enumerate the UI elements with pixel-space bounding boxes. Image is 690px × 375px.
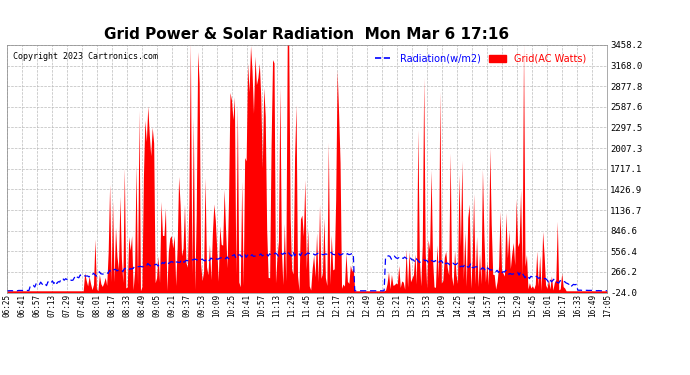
Title: Grid Power & Solar Radiation  Mon Mar 6 17:16: Grid Power & Solar Radiation Mon Mar 6 1… [104,27,510,42]
Legend: Radiation(w/m2), Grid(AC Watts): Radiation(w/m2), Grid(AC Watts) [371,50,591,68]
Text: Copyright 2023 Cartronics.com: Copyright 2023 Cartronics.com [13,53,158,62]
